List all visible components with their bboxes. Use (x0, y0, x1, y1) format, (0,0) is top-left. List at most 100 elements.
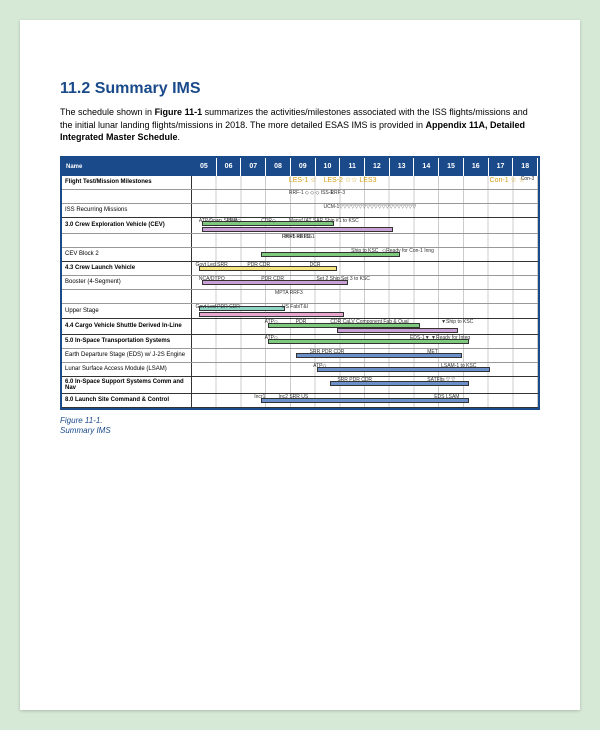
row-timeline: MPTA RRF3 (192, 290, 538, 303)
milestone-label: Ship to KSC (351, 248, 378, 254)
year-header: 08 (266, 158, 291, 176)
milestone-label: SATFlts ▽ ▽ (427, 377, 455, 383)
milestone-label: NCA/DTPO (199, 276, 225, 282)
year-header: 12 (365, 158, 390, 176)
milestone-label: EDS-1▼ ▼Ready for Integ (410, 335, 470, 341)
chart-row: ISS Recurring Missions UCM-1▽▽▽▽▽▽▽▽▽▽▽▽▽… (62, 204, 538, 218)
gantt-bar (337, 328, 458, 333)
row-timeline: Govt Led SRR PDR CDR DCR (192, 262, 538, 275)
milestone-label: EDS LSAM (434, 394, 459, 400)
chart-row: 6.0 In-Space Support Systems Comm and Na… (62, 377, 538, 394)
row-label: Booster (4-Segment) (62, 276, 192, 289)
milestone-label: PDR (296, 319, 307, 325)
row-label: Flight Test/Mission Milestones (62, 176, 192, 189)
row-label (62, 190, 192, 203)
row-timeline: FH #5 #8 ISS1RRF1 RRFS (192, 234, 538, 247)
milestone-label: LES-1 ☆ (289, 176, 317, 184)
para-text: . (178, 132, 181, 142)
chart-row: 4.4 Cargo Vehicle Shuttle Derived In-Lin… (62, 319, 538, 335)
row-timeline: SRR PDR CDRSATFlts ▽ ▽ (192, 377, 538, 393)
name-column-header: Name (62, 158, 192, 176)
chart-row: Booster (4-Segment)NCA/DTPOPDR CDRSet 2 … (62, 276, 538, 290)
year-header: 11 (340, 158, 365, 176)
chart-row: MPTA RRF3 (62, 290, 538, 304)
year-header: 10 (316, 158, 341, 176)
year-header: 17 (489, 158, 514, 176)
row-timeline: Incr1Inc2 SRR USEDS LSAM (192, 394, 538, 407)
milestone-label: SRR PDR CDR (310, 349, 345, 355)
para-text: The schedule shown in (60, 107, 155, 117)
milestone-label: Inc2 SRR US (279, 394, 309, 400)
chart-row: 8.0 Launch Site Command & ControlIncr1In… (62, 394, 538, 408)
row-label (62, 234, 192, 247)
milestone-label: LSAM-1 to KSC (441, 363, 476, 369)
gantt-bar (261, 252, 399, 257)
milestone-label: LES-2 ☆☆ LES3 (323, 176, 376, 184)
row-timeline: UCM-1▽▽▽▽▽▽▽▽▽▽▽▽▽▽▽▽▽▽▽▽ (192, 204, 538, 217)
year-header: 14 (414, 158, 439, 176)
gantt-bar (199, 312, 344, 317)
milestone-label: CDR CaLV Component Fab & Qual (330, 319, 408, 325)
row-label: ISS Recurring Missions (62, 204, 192, 217)
chart-header-row: Name 0506070809101112131415161718 (62, 158, 538, 176)
milestone-label: UCM-1▽▽▽▽▽▽▽▽▽▽▽▽▽▽▽▽▽▽▽▽ (323, 204, 416, 210)
caption-line: Figure 11-1. (60, 416, 540, 426)
milestone-label: Con-3 (521, 176, 535, 182)
chart-row: Earth Departure Stage (EDS) w/ J-2S Engi… (62, 349, 538, 363)
row-label: 5.0 In-Space Transportation Systems (62, 335, 192, 348)
row-label: 8.0 Launch Site Command & Control (62, 394, 192, 407)
row-label (62, 290, 192, 303)
milestone-label: ATP◇ (313, 363, 326, 369)
year-header: 05 (192, 158, 217, 176)
intro-paragraph: The schedule shown in Figure 11-1 summar… (60, 106, 540, 144)
milestone-label: ATP◇ (265, 319, 278, 325)
row-timeline: ATP◇ EDS-1▼ ▼Ready for Integ (192, 335, 538, 348)
chart-row: 3.0 Crew Exploration Vehicle (CEV)Down S… (62, 218, 538, 234)
year-header: 15 (439, 158, 464, 176)
year-header: 06 (217, 158, 242, 176)
row-timeline: LES-1 ☆LES-2 ☆☆ LES3Con-1 ☆ ☆Con-3 (192, 176, 538, 189)
row-label: 6.0 In-Space Support Systems Comm and Na… (62, 377, 192, 393)
milestone-label: PDR CDR (261, 276, 284, 282)
milestone-label: DCR (310, 262, 321, 268)
milestone-label: PDR CDR (247, 262, 270, 268)
figure-caption: Figure 11-1. Summary IMS (60, 416, 540, 437)
milestone-label: PDR◇ (227, 218, 241, 224)
year-columns: 0506070809101112131415161718 (192, 158, 538, 176)
chart-row: RRF-1 ◇ ◇ ◇ ISS-1RRF-3 (62, 190, 538, 204)
row-label: Earth Departure Stage (EDS) w/ J-2S Engi… (62, 349, 192, 362)
caption-line: Summary IMS (60, 426, 540, 436)
year-header: 16 (464, 158, 489, 176)
milestone-label: RRF-1 ◇ ◇ ◇ ISS-1 (289, 190, 333, 196)
milestone-label: Manuf IAT SAR Ship #1 to KSC (289, 218, 359, 224)
chart-row: 5.0 In-Space Transportation Systems ATP◇ E… (62, 335, 538, 349)
milestone-label: Govt Led PDR CDR (195, 304, 239, 310)
row-label: 4.3 Crew Launch Vehicle (62, 262, 192, 275)
row-timeline: SRR PDR CDR MET (192, 349, 538, 362)
row-timeline: ATP◇ PDR CDR CaLV Component Fab & Qual ▼Shi… (192, 319, 538, 334)
year-header: 07 (241, 158, 266, 176)
chart-row: CEV Block 2◇Ready for Con-1 InngShip to … (62, 248, 538, 262)
row-timeline: ATP◇ LSAM-1 to KSC (192, 363, 538, 376)
row-timeline: Govt Led PDR CDRUS Fab/T&I (192, 304, 538, 318)
chart-row: 4.3 Crew Launch VehicleGovt Led SRR PDR C… (62, 262, 538, 276)
row-timeline: RRF-1 ◇ ◇ ◇ ISS-1RRF-3 (192, 190, 538, 203)
row-label: 3.0 Crew Exploration Vehicle (CEV) (62, 218, 192, 233)
milestone-label: ◇Ready for Con-1 Inng (382, 248, 434, 254)
chart-row: Flight Test/Mission Milestones LES-1 ☆ LES… (62, 176, 538, 190)
document-page: 11.2 Summary IMS The schedule shown in F… (20, 20, 580, 710)
row-timeline: ◇Ready for Con-1 Inng Ship to KSC (192, 248, 538, 261)
milestone-label: MPTA RRF3 (275, 290, 303, 296)
milestone-label: RRF1 RRFS (282, 234, 310, 240)
chart-body: Flight Test/Mission Milestones LES-1 ☆ LES… (62, 176, 538, 408)
figure-ref: Figure 11-1 (155, 107, 203, 117)
milestone-label: ▼Ship to KSC (441, 319, 473, 325)
chart-row: Lunar Surface Access Module (LSAM) ATP◇ LS… (62, 363, 538, 377)
gantt-chart: Name 0506070809101112131415161718 Flight… (60, 156, 540, 410)
milestone-label: CDR◇ (261, 218, 276, 224)
row-label: Lunar Surface Access Module (LSAM) (62, 363, 192, 376)
milestone-label: MET (427, 349, 438, 355)
milestone-label: ATP◇ (265, 335, 278, 341)
milestone-label: Govt Led SRR (195, 262, 227, 268)
row-label: Upper Stage (62, 304, 192, 318)
